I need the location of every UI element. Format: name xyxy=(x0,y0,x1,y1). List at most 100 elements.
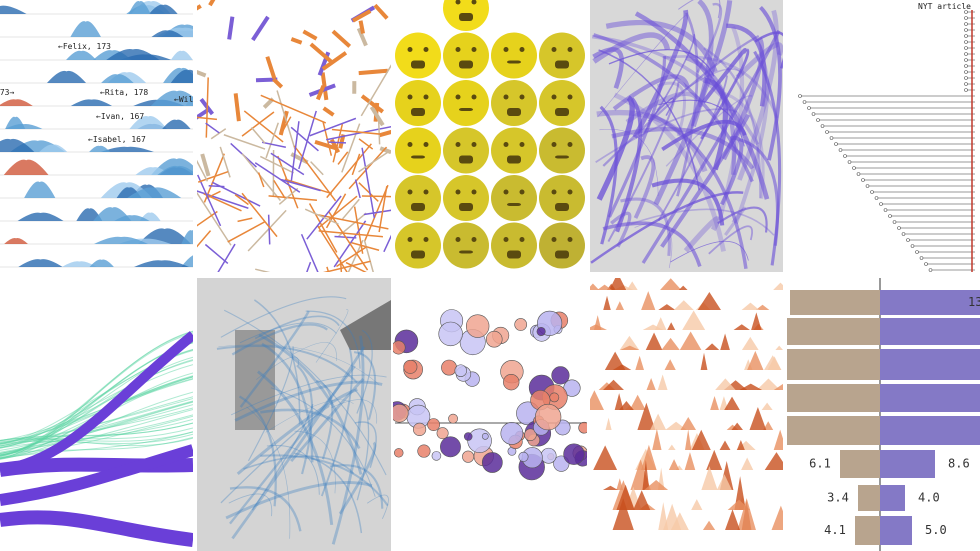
flow xyxy=(656,68,745,111)
spike xyxy=(635,355,644,370)
mouth xyxy=(507,203,521,206)
face xyxy=(491,127,537,174)
flow xyxy=(696,2,723,73)
ridge xyxy=(129,115,168,129)
dot xyxy=(964,10,968,14)
bubble xyxy=(441,359,457,376)
mouth xyxy=(411,108,425,116)
arrow xyxy=(250,126,266,144)
eye xyxy=(551,94,557,100)
flow xyxy=(650,113,748,270)
spike xyxy=(733,324,750,330)
arrow xyxy=(378,186,388,233)
spike xyxy=(593,445,618,470)
ridge xyxy=(70,99,113,106)
bubble xyxy=(403,359,418,374)
spike xyxy=(664,359,676,370)
flow xyxy=(717,206,768,233)
arrow xyxy=(237,217,253,223)
face xyxy=(395,127,441,174)
bubble xyxy=(540,447,557,464)
eye xyxy=(551,237,557,242)
trend xyxy=(0,376,193,448)
arrow xyxy=(290,121,300,181)
arrow xyxy=(328,141,346,144)
bubble xyxy=(578,421,587,434)
bubble-panel xyxy=(393,309,587,481)
spike xyxy=(646,377,656,390)
arrow xyxy=(197,4,202,11)
eye xyxy=(407,47,413,52)
spike xyxy=(654,317,667,330)
ridge xyxy=(39,144,68,152)
flow xyxy=(630,208,775,236)
spike xyxy=(720,333,730,350)
arrow xyxy=(331,128,385,136)
arrow xyxy=(361,147,376,219)
eye xyxy=(407,237,413,242)
arrow xyxy=(322,260,371,272)
ridge xyxy=(18,259,63,267)
arrow xyxy=(281,178,321,192)
eye xyxy=(503,237,509,242)
ridge xyxy=(17,212,64,221)
flow xyxy=(701,47,747,104)
spike xyxy=(736,440,745,450)
spike xyxy=(710,395,719,410)
bubble xyxy=(427,418,440,431)
flow xyxy=(591,34,760,146)
arrow xyxy=(255,268,271,272)
flow xyxy=(719,90,765,199)
mouth xyxy=(411,60,425,69)
spike xyxy=(641,444,657,470)
flow xyxy=(354,389,370,501)
arrow xyxy=(377,119,381,145)
flow xyxy=(239,310,310,408)
ridge xyxy=(0,5,27,14)
flow xyxy=(290,377,365,463)
flow xyxy=(220,296,347,338)
flow xyxy=(620,197,671,257)
eye xyxy=(503,47,509,52)
flow xyxy=(670,240,749,263)
dot xyxy=(816,118,820,122)
arrow xyxy=(306,261,312,272)
ridge xyxy=(0,138,35,152)
spike xyxy=(658,304,676,310)
eye xyxy=(455,142,461,147)
dot xyxy=(964,70,968,74)
arrow xyxy=(265,56,277,79)
arrow xyxy=(197,170,229,183)
spike xyxy=(670,512,689,530)
eye xyxy=(519,47,525,52)
flow xyxy=(234,380,383,422)
ridge xyxy=(46,70,87,83)
spike xyxy=(645,332,663,350)
flow xyxy=(726,23,767,107)
spike xyxy=(773,282,783,290)
bar-left xyxy=(787,384,880,412)
arrow xyxy=(322,106,335,117)
flow xyxy=(294,452,363,534)
flow xyxy=(708,225,753,255)
arrow xyxy=(304,208,339,225)
bubble xyxy=(394,448,404,458)
ridge xyxy=(3,159,49,175)
flow xyxy=(721,37,765,161)
dot xyxy=(915,250,919,254)
flow xyxy=(320,348,354,497)
spike xyxy=(725,509,741,530)
spike xyxy=(665,421,687,430)
arrow xyxy=(223,134,266,150)
eye xyxy=(519,94,525,100)
arrow xyxy=(337,151,349,165)
ridge xyxy=(24,181,56,198)
flow xyxy=(238,395,277,507)
flow xyxy=(228,493,273,517)
bubble xyxy=(500,422,524,445)
arrow xyxy=(197,116,218,121)
flow xyxy=(338,441,377,515)
spike xyxy=(719,440,731,450)
spike xyxy=(679,331,702,350)
ridge xyxy=(89,145,111,152)
